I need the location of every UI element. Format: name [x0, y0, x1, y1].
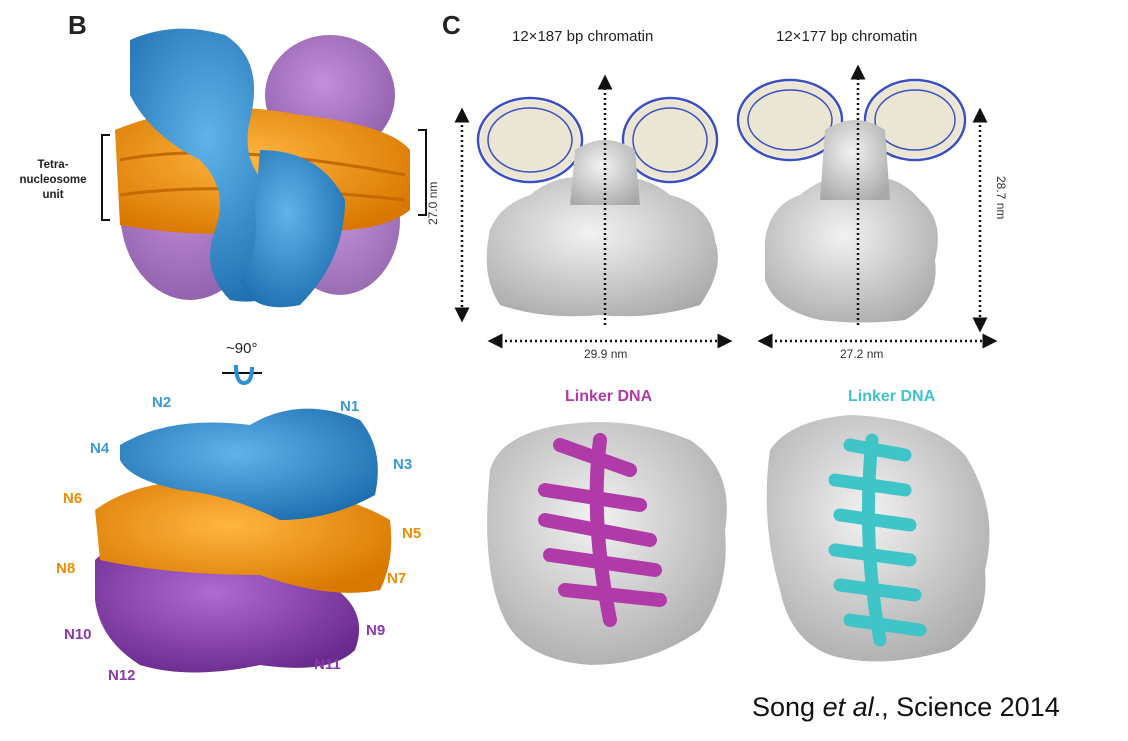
dimension-arrows [454, 64, 998, 349]
linker-dna-177-view [766, 415, 990, 662]
nucleosome-label-n9: N9 [366, 622, 386, 639]
tetranucleosome-side-view [95, 408, 392, 673]
nucleosome-label-n4: N4 [90, 440, 110, 457]
citation-authors: Song [752, 692, 823, 722]
chromatin-177-density [736, 78, 967, 323]
width-187-label: 29.9 nm [584, 347, 628, 361]
linker-dna-177-label: Linker DNA [848, 388, 936, 405]
tetra-bracket-left [101, 134, 110, 221]
height-177-label: 28.7 nm [994, 176, 1008, 220]
chromatin-177-title: 12×177 bp chromatin [776, 28, 918, 45]
citation-et-al: et al [822, 692, 874, 722]
nucleosome-label-n3: N3 [393, 456, 413, 473]
rotation-label: ~90° [226, 340, 258, 357]
nucleosome-label-n1: N1 [340, 398, 360, 415]
tetranucleosome-top-view [115, 28, 410, 308]
nucleosome-label-n8: N8 [56, 560, 76, 577]
nucleosome-label-n5: N5 [402, 525, 422, 542]
chromatin-187-density [476, 96, 719, 317]
citation-journal-year: ., Science 2014 [873, 692, 1060, 722]
panel-b-letter: B [68, 10, 87, 40]
nucleosome-label-n12: N12 [108, 667, 136, 684]
tetra-bracket-right [418, 129, 427, 216]
height-187-label: 27.0 nm [426, 181, 440, 225]
nucleosome-label-n6: N6 [63, 490, 83, 507]
width-177-label: 27.2 nm [840, 347, 884, 361]
chromatin-187-title: 12×187 bp chromatin [512, 28, 654, 45]
linker-dna-187-view [487, 422, 727, 665]
tetranucleosome-unit-label: Tetra- nucleosome unit [8, 158, 98, 203]
nucleosome-label-n7: N7 [387, 570, 407, 587]
tetra-line-3: unit [42, 189, 64, 201]
nucleosome-label-n2: N2 [152, 394, 172, 411]
citation: Song et al., Science 2014 [752, 692, 1060, 723]
linker-dna-187-label: Linker DNA [565, 388, 653, 405]
nucleosome-label-n10: N10 [64, 626, 92, 643]
nucleosome-label-n11: N11 [314, 656, 341, 673]
tetra-line-1: Tetra- [37, 159, 69, 171]
tetra-line-2: nucleosome [19, 174, 87, 186]
rotation-arrow-icon [222, 364, 262, 386]
panel-c-letter: C [442, 10, 461, 40]
